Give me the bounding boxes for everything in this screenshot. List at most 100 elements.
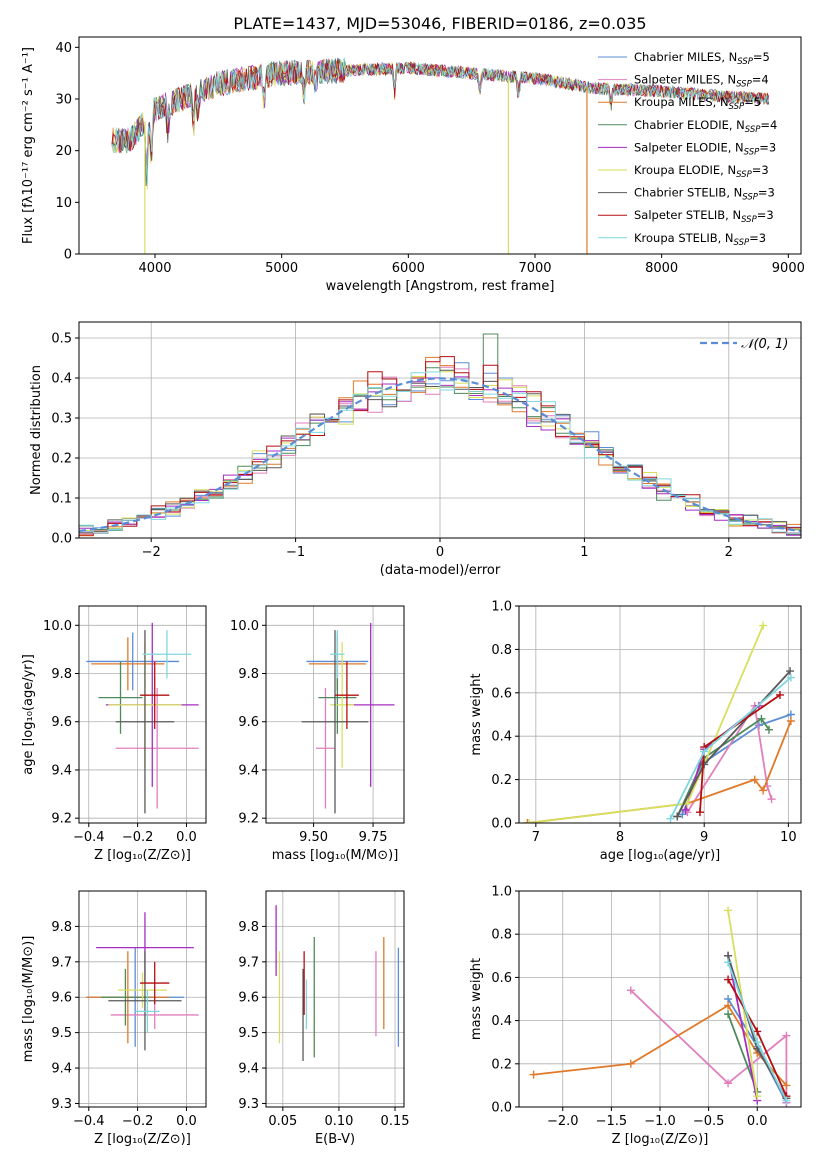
legend-entry-salpeter-stelib: Salpeter STELIB, NSSP=3	[634, 208, 774, 225]
y-tick-label: 9.8	[238, 667, 259, 682]
errorbar-salpeter-miles	[315, 687, 335, 809]
x-tick-label: 0.10	[324, 1114, 353, 1129]
x-tick-label: −0.5	[693, 1114, 725, 1129]
x-tick-label: 4000	[138, 261, 171, 276]
legend-entry-chabrier-elodie: Chabrier ELODIE, NSSP=4	[634, 118, 777, 135]
x-axis-label: Z [log₁₀(Z/Z⊙)]	[612, 1132, 709, 1147]
x-tick-label: 0.05	[268, 1114, 297, 1129]
weight-line	[630, 989, 788, 1103]
weight-marker	[786, 717, 795, 726]
weight-marker	[750, 775, 759, 784]
axes-frame: 4000 5000 6000 7000 8000 9000 0 10 20 30 40 wavelen…	[21, 36, 805, 294]
axes-box	[78, 890, 207, 1108]
weight-marker	[782, 1081, 791, 1090]
x-tick-label: −1.5	[596, 1114, 628, 1129]
errorbar-salpeter-stelib	[140, 661, 170, 729]
weight-marker	[759, 786, 768, 795]
weight-marker	[700, 760, 709, 769]
figure-title: PLATE=1437, MJD=53046, FIBERID=0186, z=0…	[233, 14, 646, 33]
y-tick-label: 0.1	[51, 492, 72, 507]
x-tick-label: 7000	[518, 261, 551, 276]
x-axis-label: age [log₁₀(age/yr)]	[600, 848, 721, 863]
weight-line	[528, 625, 764, 823]
panel-mass-vs-age: 9.50 9.75 9.2 9.4 9.6 9.8 10.0 mass [log₁₀(M/M⊙…	[230, 605, 405, 863]
weight-line	[676, 717, 770, 817]
weight-marker	[757, 714, 766, 723]
x-tick-label: 10	[780, 830, 797, 845]
y-tick-label: 0.5	[51, 332, 72, 347]
legend-entry-chabrier-stelib: Chabrier STELIB, NSSP=3	[634, 186, 775, 203]
spectrum-line-kroupa-stelib	[111, 57, 769, 185]
x-axis-label: mass [log₁₀(M/M⊙)]	[272, 848, 399, 863]
weight-marker	[523, 819, 532, 823]
plot-area	[529, 906, 791, 1107]
weight-marker	[700, 747, 709, 756]
y-tick-label: 0.0	[491, 1101, 512, 1116]
plot-area	[111, 57, 769, 254]
y-tick-label: 0.4	[491, 1014, 512, 1029]
y-tick-label: 9.7	[238, 955, 259, 970]
x-tick-label: 0.0	[747, 1114, 768, 1129]
y-tick-label: 0.3	[51, 412, 72, 427]
x-tick-label: 6000	[392, 261, 425, 276]
plot-area	[275, 905, 400, 1061]
weight-marker	[626, 986, 635, 995]
y-tick-label: 40	[55, 41, 72, 56]
errorbar-salpeter-elodie	[346, 622, 395, 787]
y-tick-label: 0.8	[491, 928, 512, 943]
weight-series-kroupa-elodie	[525, 621, 768, 823]
errorbar-chabrier-miles	[86, 632, 180, 691]
weight-marker	[529, 1070, 538, 1079]
y-tick-label: 0.2	[51, 452, 72, 467]
x-tick-label: 1	[580, 545, 588, 560]
weight-marker	[724, 1010, 733, 1019]
weight-series-kroupa-miles	[523, 717, 795, 823]
axes-box	[265, 890, 405, 1108]
legend-entry-salpeter-miles: Salpeter MILES, NSSP=4	[634, 73, 769, 90]
panel-ebv-vs-mass: 0.05 0.10 0.15 9.3 9.4 9.5 9.6 9.7 9.8 E(B-V)	[238, 890, 410, 1147]
weight-marker	[765, 725, 774, 734]
x-tick-label: 9.50	[299, 830, 328, 845]
y-tick-label: 0.2	[491, 773, 512, 788]
x-axis-label: E(B-V)	[315, 1132, 355, 1147]
weight-marker	[724, 975, 733, 984]
weight-marker	[753, 1038, 762, 1047]
weight-marker	[695, 808, 704, 817]
weight-marker	[666, 814, 675, 823]
panel-residuals: −2 −1 0 1 2 0.0 0.1 0.2 0.3 0.4 0.5 (data-model)/er…	[29, 321, 802, 578]
y-tick-label: 0.4	[491, 730, 512, 745]
axes-frame: 9.50 9.75 9.2 9.4 9.6 9.8 10.0 mass [log₁₀(M/M⊙…	[230, 605, 405, 863]
errorbar-chabrier-elodie	[100, 968, 150, 1026]
x-tick-label: −0.4	[73, 1114, 105, 1129]
x-tick-label: 8	[616, 830, 624, 845]
y-axis-label: mass weight	[469, 958, 484, 1040]
weight-marker	[724, 1079, 733, 1088]
weight-marker	[724, 906, 733, 915]
legend-entry-kroupa-elodie: Kroupa ELODIE, NSSP=3	[634, 163, 769, 180]
weight-marker	[753, 1027, 762, 1036]
errorbar-chabrier-stelib	[108, 951, 182, 1051]
x-tick-label: 0.0	[176, 830, 197, 845]
weight-marker	[753, 1092, 762, 1101]
errorbar-kroupa-stelib	[330, 630, 345, 679]
weight-marker	[786, 673, 795, 682]
weight-marker	[775, 690, 784, 699]
weight-series-kroupa-stelib	[666, 673, 795, 823]
axes-frame: 0.05 0.10 0.15 9.3 9.4 9.5 9.6 9.7 9.8 E(B-V)	[238, 890, 410, 1147]
x-tick-label: 0.15	[381, 1114, 410, 1129]
errorbar-kroupa-elodie	[118, 972, 167, 1008]
weight-marker	[678, 810, 687, 819]
y-tick-label: 0.6	[491, 686, 512, 701]
y-tick-label: 9.2	[51, 812, 72, 827]
plot-area	[79, 333, 801, 537]
y-tick-label: 9.2	[238, 812, 259, 827]
y-tick-label: 9.4	[51, 1062, 72, 1077]
x-tick-label: −1	[286, 545, 305, 560]
weight-marker	[673, 812, 682, 821]
plot-area	[86, 912, 199, 1051]
y-tick-label: 0.2	[491, 1057, 512, 1072]
panel-spectrum: 4000 5000 6000 7000 8000 9000 0 10 20 30 40 wavelen…	[21, 36, 805, 294]
normal-reference-curve	[79, 377, 801, 533]
errorbar-kroupa-miles	[91, 637, 165, 691]
